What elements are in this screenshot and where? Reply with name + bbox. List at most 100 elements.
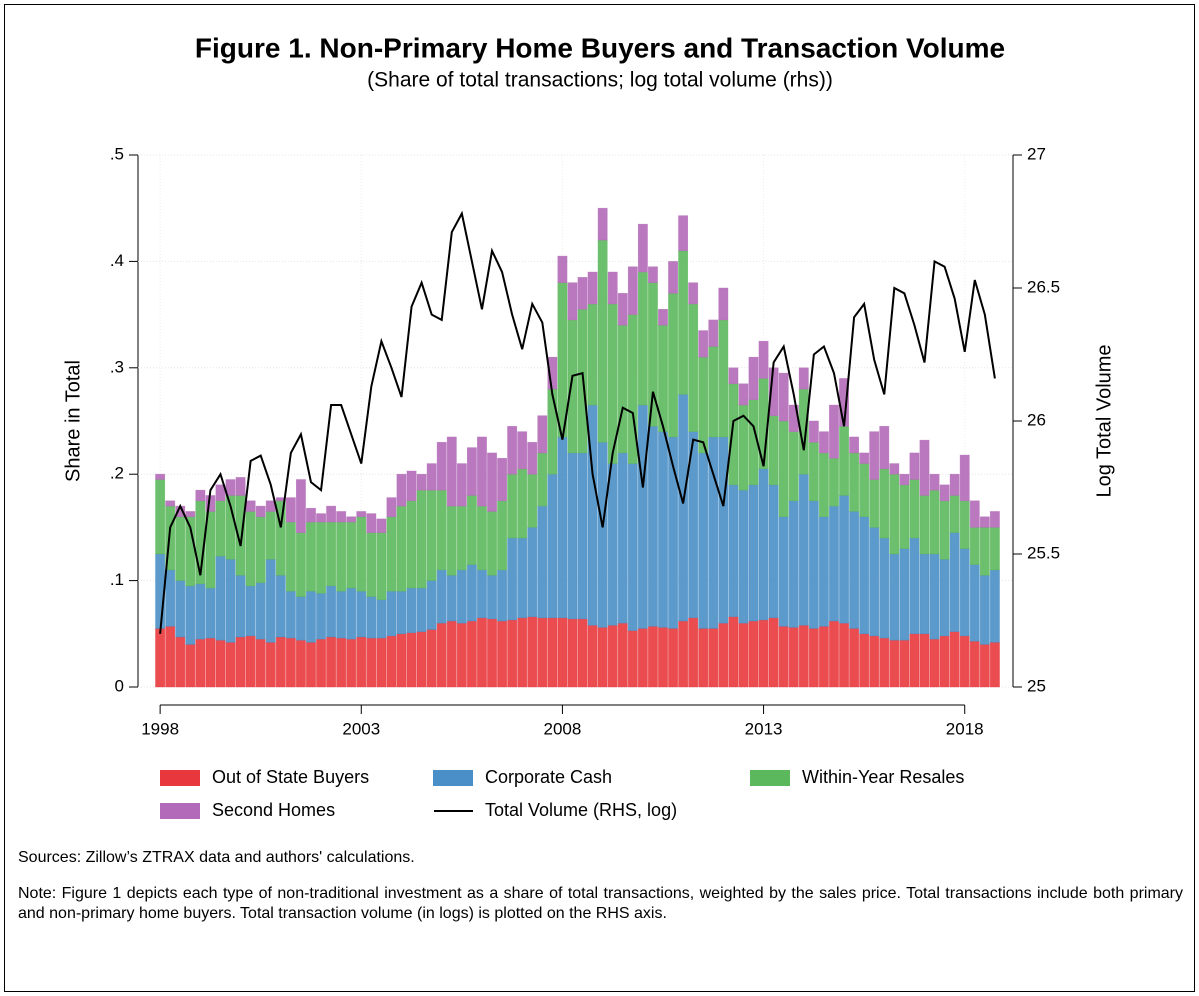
bar <box>979 527 990 576</box>
bar <box>426 489 437 581</box>
legend-swatch <box>750 770 790 786</box>
bar <box>336 521 347 592</box>
bar <box>376 637 387 688</box>
bar <box>768 484 779 619</box>
bar <box>698 356 709 454</box>
bar <box>296 639 306 688</box>
bar <box>235 477 246 496</box>
bar <box>979 644 990 688</box>
bar <box>517 468 528 539</box>
y-tick-label: .2 <box>110 464 124 483</box>
bar <box>798 624 809 688</box>
bar <box>477 436 487 507</box>
bar <box>155 479 166 555</box>
bar <box>829 457 839 507</box>
bar <box>909 633 920 688</box>
bar <box>959 635 970 688</box>
bar <box>869 527 880 637</box>
bar <box>979 574 990 645</box>
bar <box>728 484 739 618</box>
bar <box>869 479 880 528</box>
bar <box>436 569 447 624</box>
y-tick-label: 0 <box>115 676 124 695</box>
bar <box>668 261 678 294</box>
bar <box>909 537 920 635</box>
bar <box>698 628 709 688</box>
bar <box>195 489 206 502</box>
bar <box>396 505 407 592</box>
bar <box>758 468 769 621</box>
bar <box>718 287 729 321</box>
bar <box>366 532 377 597</box>
bar <box>829 404 839 459</box>
bar <box>637 404 648 629</box>
bar <box>658 431 668 628</box>
bar <box>537 617 548 688</box>
line <box>159 210 996 634</box>
bar <box>487 574 497 620</box>
bar <box>648 626 658 688</box>
bar <box>416 631 427 688</box>
bar <box>688 303 699 432</box>
bar <box>275 636 286 688</box>
bar <box>949 495 960 534</box>
sources: Sources: Zillow’s ZTRAX data and authors… <box>18 849 415 866</box>
bar <box>175 580 186 638</box>
bar <box>889 553 900 641</box>
bar <box>376 532 387 601</box>
bar <box>627 463 638 631</box>
bar <box>185 585 196 645</box>
bar <box>547 617 558 688</box>
bar <box>336 637 347 688</box>
bar <box>245 635 256 688</box>
bar <box>225 642 236 688</box>
bar <box>557 436 568 619</box>
bar <box>587 271 598 305</box>
bar <box>698 330 709 358</box>
bar <box>456 569 467 624</box>
bar <box>648 426 658 627</box>
bar <box>265 559 276 643</box>
bar <box>798 367 809 390</box>
bar <box>507 619 518 688</box>
bar <box>899 473 910 486</box>
bar <box>688 282 699 305</box>
x-tick-label: 2008 <box>544 719 582 738</box>
bar <box>637 271 648 406</box>
y2-tick-label: 27 <box>1027 144 1046 163</box>
bar <box>768 617 779 688</box>
bar <box>919 495 930 555</box>
bar <box>979 516 990 528</box>
bar <box>376 518 387 534</box>
bar <box>527 473 538 528</box>
bar <box>497 457 508 502</box>
bar <box>889 463 900 475</box>
bar <box>708 319 719 347</box>
bar <box>708 346 719 438</box>
bar <box>396 633 407 688</box>
bar <box>326 636 337 688</box>
bar <box>205 637 216 688</box>
x-tick-label: 1998 <box>141 719 179 738</box>
y2-tick-label: 25 <box>1027 676 1046 695</box>
bar <box>557 255 568 283</box>
bar <box>366 596 377 639</box>
bar <box>346 587 357 640</box>
bar <box>386 497 397 518</box>
bar <box>466 564 477 622</box>
bar <box>376 599 387 639</box>
bar <box>316 513 326 523</box>
legend-swatch <box>160 803 200 819</box>
bar <box>758 619 769 688</box>
bar <box>627 630 638 688</box>
bar <box>466 495 477 565</box>
bar <box>678 250 689 395</box>
bar <box>155 473 166 480</box>
bar <box>698 452 709 629</box>
bar <box>778 626 789 688</box>
x-tick-label: 2003 <box>342 719 380 738</box>
bar <box>818 431 829 454</box>
y-tick-label: .5 <box>110 144 124 163</box>
bar <box>346 638 357 688</box>
bar <box>225 479 236 496</box>
